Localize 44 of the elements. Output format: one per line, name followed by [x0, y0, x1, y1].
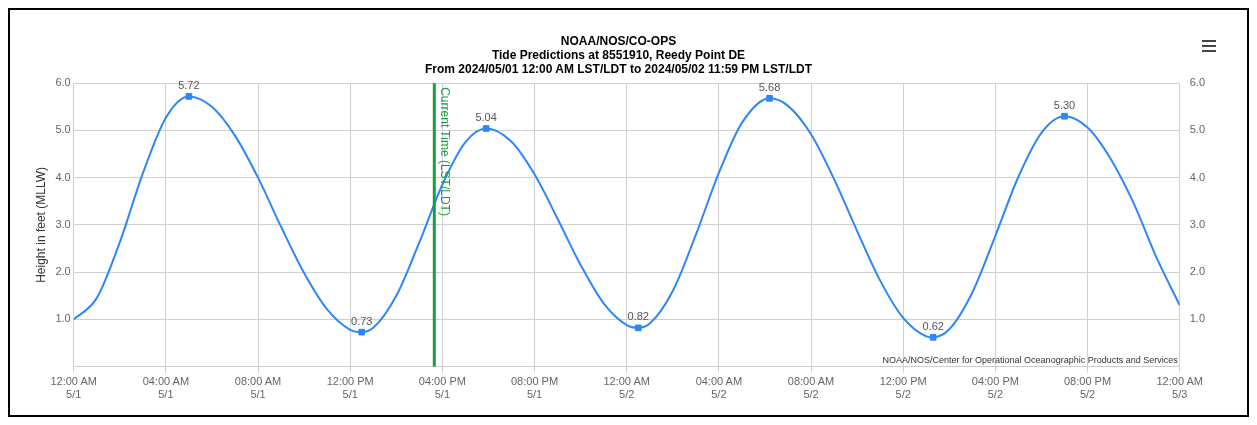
y-tick-label: 1.0: [55, 312, 71, 325]
x-tick-label: 04:00 AM 5/1: [142, 375, 190, 401]
x-tick-label: 08:00 PM 5/2: [1063, 375, 1112, 401]
y2-tick-label: 3.0: [1189, 217, 1206, 230]
data-label: 0.82: [627, 310, 649, 323]
point: [634, 324, 642, 332]
x-tick-label: 04:00 PM 5/2: [971, 375, 1019, 401]
y2-tick-label: 1.0: [1189, 312, 1206, 325]
x-tick-label: 12:00 PM 5/2: [879, 375, 927, 401]
y-tick-label: 5.0: [55, 123, 71, 136]
point: [482, 125, 490, 132]
data-label: 0.73: [351, 314, 373, 327]
x-tick-label: 12:00 PM 5/1: [326, 375, 374, 401]
x-tick-label: 04:00 AM 5/2: [695, 375, 743, 401]
point: [929, 333, 937, 341]
y-tick-label: 6.0: [55, 76, 71, 89]
data-label: 5.30: [1053, 98, 1076, 111]
point: [1061, 112, 1068, 120]
data-label: 5.04: [475, 111, 497, 124]
y-axis-title: Height in feet (MLLW): [33, 166, 48, 283]
point: [185, 93, 193, 100]
y-tick-label: 2.0: [55, 265, 71, 278]
data-label: 5.72: [178, 78, 200, 91]
point: [358, 328, 366, 336]
y-tick-label: 3.0: [55, 217, 71, 230]
chart-subtitle: Tide Predictions at 8551910, Reedy Point DE From 2024/05/01 12:00 AM LST/LDT to 2024/05/02 11:59 PM LST/LDT: [424, 47, 813, 77]
x-tick-label: 04:00 PM 5/1: [418, 375, 466, 401]
y2-tick-label: 2.0: [1189, 265, 1206, 278]
x-tick-label: 08:00 PM 5/1: [510, 375, 559, 401]
y2-tick-label: 6.0: [1189, 76, 1206, 89]
data-label: 0.62: [922, 319, 944, 332]
point: [766, 94, 773, 102]
x-tick-label: 12:00 AM 5/1: [50, 375, 97, 401]
chart-title: NOAA/NOS/CO-OPS: [560, 33, 677, 48]
ref-line-label: Current Time (LST/LDT): [437, 87, 452, 216]
data-label: 5.68: [758, 80, 781, 93]
x-tick-label: 08:00 AM 5/2: [787, 375, 835, 401]
x-tick-label: 12:00 AM 5/3: [1156, 375, 1203, 401]
x-tick-label: 12:00 AM 5/2: [603, 375, 650, 401]
annotation: NOAA/NOS/Center for Operational Oceanographic Products and Services: [882, 354, 1179, 365]
y2-tick-label: 4.0: [1189, 170, 1206, 183]
y-tick-label: 4.0: [55, 170, 71, 183]
y2-tick-label: 5.0: [1189, 123, 1206, 136]
x-tick-label: 08:00 AM 5/1: [234, 375, 282, 401]
